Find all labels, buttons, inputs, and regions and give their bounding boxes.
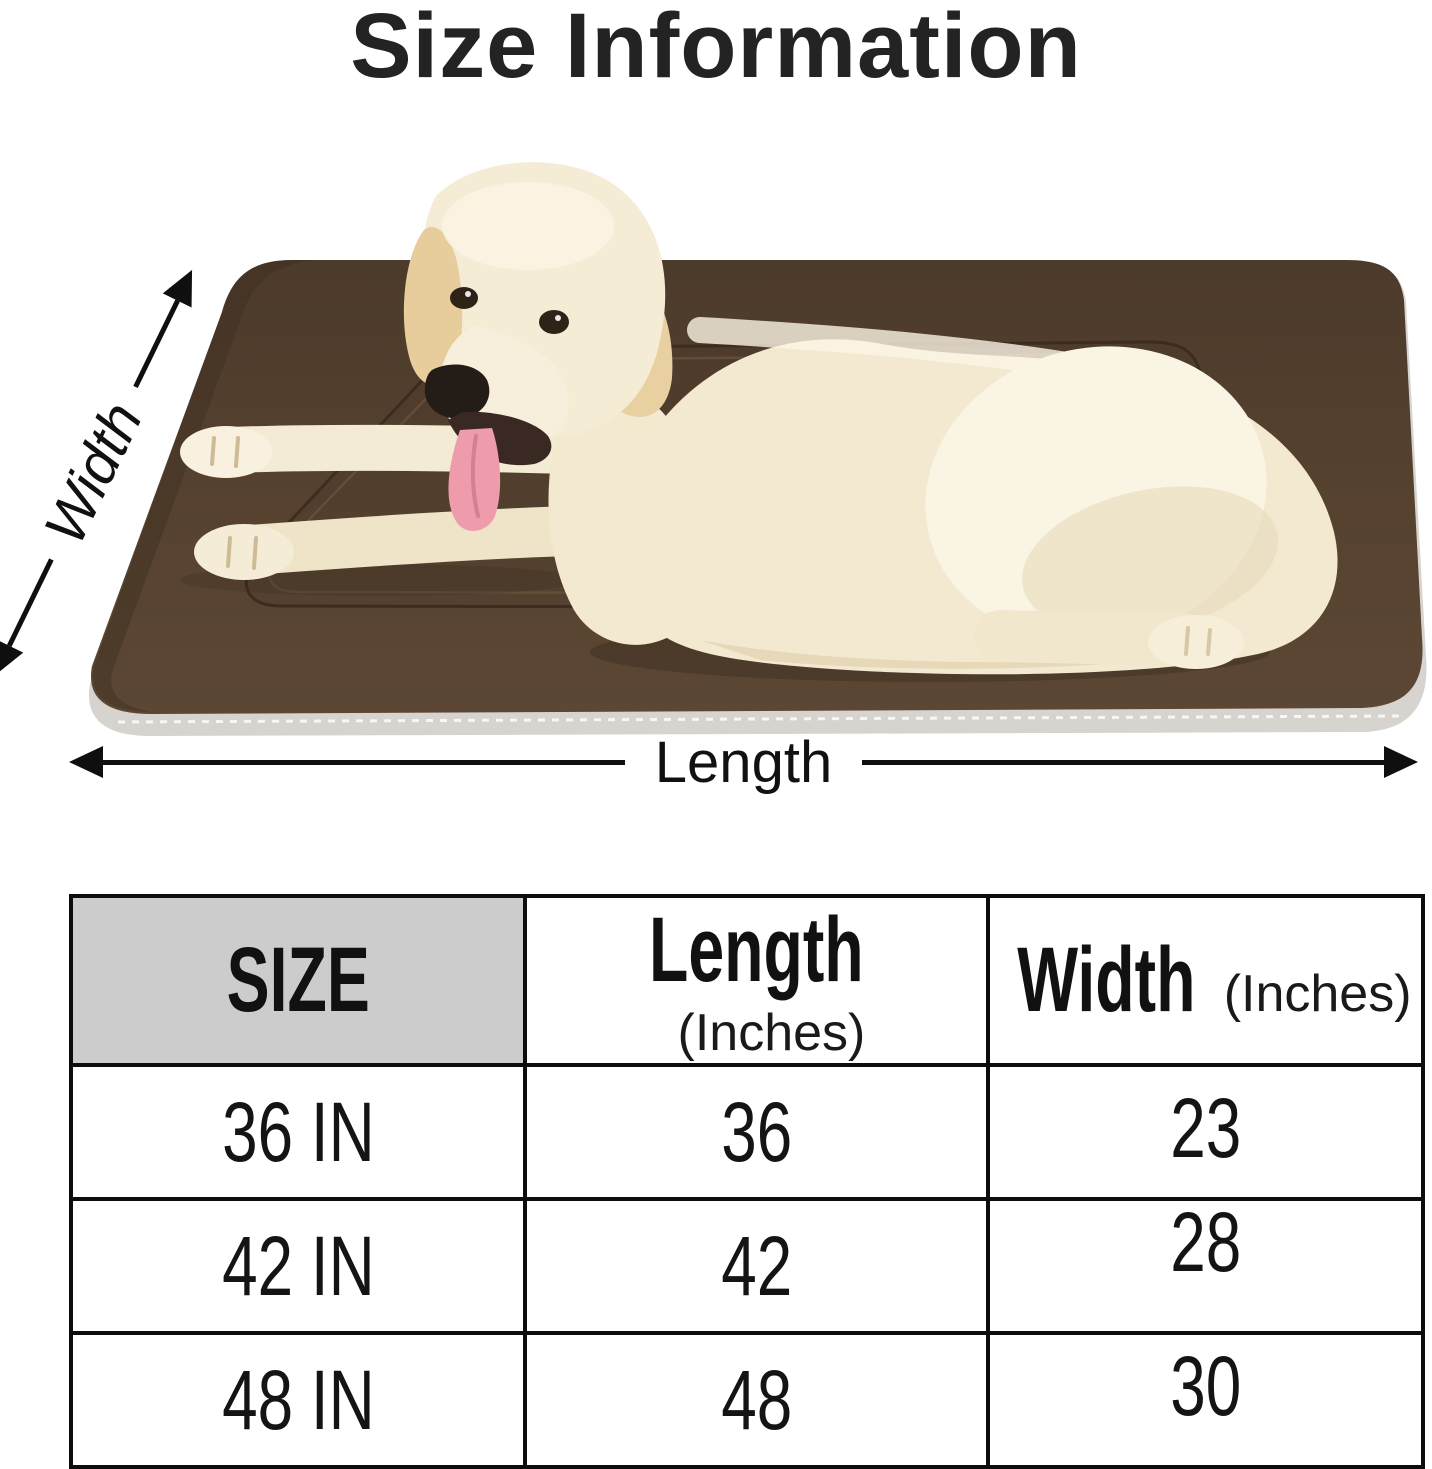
dog-thigh-shading: [1022, 486, 1278, 634]
dog-eye-right: [539, 310, 569, 334]
table-row: 42 IN 42 28: [68, 1195, 1426, 1335]
length-arrow-line: [103, 759, 625, 765]
table-row: 48 IN 48 30: [68, 1331, 1426, 1469]
cell-size: 36 IN: [68, 1063, 528, 1201]
dog-forehead-highlight: [442, 182, 614, 270]
header-size: SIZE: [68, 894, 528, 1067]
header-length-label: Length: [649, 899, 864, 1001]
cell-size: 48 IN: [68, 1331, 528, 1469]
dog-chest: [548, 389, 699, 645]
header-width: Width (Inches): [985, 894, 1426, 1067]
dog-hind-paw: [1148, 615, 1244, 669]
dog-front-paw-lower: [194, 524, 294, 580]
dog-eye-right-glint: [555, 315, 561, 321]
dog-mouth: [448, 411, 552, 466]
dog-tongue-crease: [470, 434, 480, 518]
dog-hind-paw-toes: [1184, 626, 1212, 656]
table-row: 36 IN 36 23: [68, 1063, 1426, 1201]
dog-bed-photo: [88, 162, 1427, 736]
dog-front-paw-upper: [180, 426, 272, 478]
dog-eye-left-glint: [465, 291, 471, 297]
cell-width: 30: [985, 1331, 1426, 1469]
page-title: Size Information: [350, 0, 1082, 97]
cell-size: 42 IN: [68, 1197, 528, 1335]
length-arrowhead-icon: [69, 746, 103, 778]
dog-nose: [424, 364, 490, 419]
dog-eye-left: [450, 287, 478, 309]
header-width-unit: (Inches): [1223, 965, 1412, 1023]
cell-length: 42: [523, 1197, 990, 1335]
cell-width: 23: [985, 1063, 1426, 1201]
header-length: Length(Inches): [523, 894, 990, 1067]
length-dimension-annotation: Length: [69, 730, 1418, 795]
length-arrow-line: [862, 759, 1384, 765]
table-header-row: SIZE Length(Inches) Width (Inches): [68, 894, 1426, 1067]
length-label: Length: [654, 729, 833, 795]
width-arrow-line: [132, 299, 180, 388]
header-size-label: SIZE: [226, 929, 370, 1031]
dog: [180, 162, 1338, 675]
cell-length: 48: [523, 1331, 990, 1469]
width-arrow-line: [6, 558, 54, 647]
dog-front-paw-lower-toes: [226, 536, 258, 570]
cell-length: 36: [523, 1063, 990, 1201]
size-table: SIZE Length(Inches) Width (Inches) 36 IN …: [68, 894, 1426, 1469]
header-length-unit: (Inches): [677, 1004, 866, 1062]
length-arrowhead-icon: [1384, 746, 1418, 778]
dog-ear-left: [403, 226, 463, 386]
header-width-label: Width: [1017, 929, 1196, 1031]
cell-width: 28: [985, 1195, 1426, 1335]
bed-trim-stitching: [117, 714, 1401, 724]
dog-front-paw-upper-toes: [210, 436, 240, 468]
